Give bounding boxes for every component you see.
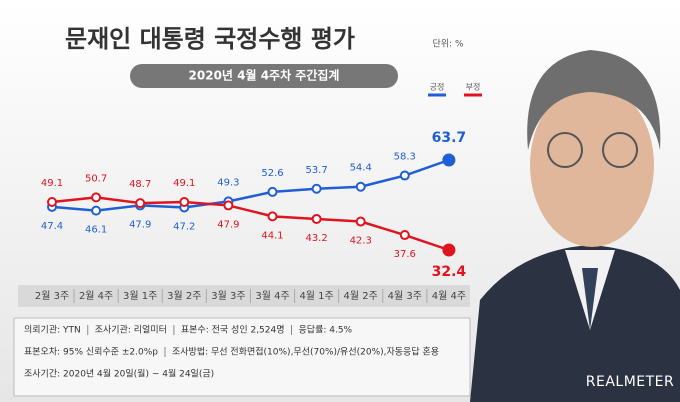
footer-item: 조사기간: 2020년 4월 20일(월) ~ 4월 24일(금) xyxy=(24,368,214,380)
subtitle-pill xyxy=(130,64,398,88)
data-point xyxy=(267,186,278,197)
x-tick-label: 4월 2주 xyxy=(344,290,378,302)
data-label: 47.9 xyxy=(129,219,151,230)
data-point xyxy=(442,243,456,257)
footer-item: 응답률: 4.5% xyxy=(299,324,353,336)
data-label: 46.1 xyxy=(85,225,107,236)
data-label: 42.3 xyxy=(350,236,372,247)
data-label: 49.3 xyxy=(217,177,239,188)
data-point xyxy=(311,213,322,224)
footer-item: 표본수: 전국 성인 2,524명 xyxy=(181,325,285,336)
data-label: 47.9 xyxy=(217,219,239,230)
x-tick-label: 2월 3주 xyxy=(35,290,69,302)
brand: REALMETER xyxy=(586,374,675,390)
x-tick-label: 4월 3주 xyxy=(388,290,422,302)
data-label: 63.7 xyxy=(432,130,467,146)
data-label: 47.2 xyxy=(173,221,195,232)
data-point xyxy=(223,200,234,211)
data-point xyxy=(355,181,366,192)
x-tick-label: 3월 1주 xyxy=(123,290,157,302)
footer-item: 표본오차: 95% 신뢰수준 ±2.0%p xyxy=(24,346,158,358)
footer-box xyxy=(13,317,471,397)
unit-label: 단위: % xyxy=(432,39,463,50)
data-point xyxy=(442,153,456,167)
x-tick-label: 4월 1주 xyxy=(299,290,333,302)
footer-item: 의뢰기관: YTN xyxy=(24,325,81,336)
data-label: 48.7 xyxy=(129,179,151,190)
data-label: 47.4 xyxy=(41,221,63,232)
data-label: 49.1 xyxy=(41,178,63,189)
data-point xyxy=(91,205,102,216)
data-label: 32.4 xyxy=(432,264,467,280)
data-point xyxy=(47,196,57,207)
data-point xyxy=(311,183,322,194)
series-line xyxy=(51,196,450,252)
footer-item: 조사방법: 무선 전화면접(10%),무선(70%)/유선(20%),자동응답 … xyxy=(172,346,439,358)
chart-title: 문재인 대통령 국정수행 평가 xyxy=(65,25,355,53)
data-point xyxy=(179,196,190,207)
data-label: 44.1 xyxy=(261,230,283,241)
data-point xyxy=(399,170,410,181)
data-label: 50.7 xyxy=(85,173,107,184)
data-label: 43.2 xyxy=(305,233,327,244)
data-point xyxy=(267,211,278,222)
data-point xyxy=(355,216,366,227)
x-tick-label: 4월 4주 xyxy=(432,290,466,302)
data-label: 52.6 xyxy=(261,168,283,179)
data-label: 53.7 xyxy=(305,165,327,176)
data-point xyxy=(91,192,102,203)
data-label: 49.1 xyxy=(173,178,195,189)
x-tick-label: 2월 4주 xyxy=(79,290,113,302)
data-label: 58.3 xyxy=(394,152,416,163)
legend-label: 부정 xyxy=(466,82,481,92)
legend-label: 긍정 xyxy=(430,82,445,92)
series-line xyxy=(51,158,450,212)
photo xyxy=(470,50,680,402)
x-tick-label: 3월 4주 xyxy=(255,290,289,302)
data-label: 37.6 xyxy=(394,249,416,260)
subtitle: 2020년 4월 4주차 주간집계 xyxy=(189,68,340,83)
x-tick-label: 3월 2주 xyxy=(167,290,201,302)
data-point xyxy=(399,230,410,241)
data-label: 54.4 xyxy=(350,163,372,174)
x-axis-band xyxy=(18,285,470,307)
x-tick-label: 3월 3주 xyxy=(211,290,245,302)
footer-item: 조사기관: 리얼미터 xyxy=(95,325,167,336)
data-point xyxy=(135,198,146,209)
